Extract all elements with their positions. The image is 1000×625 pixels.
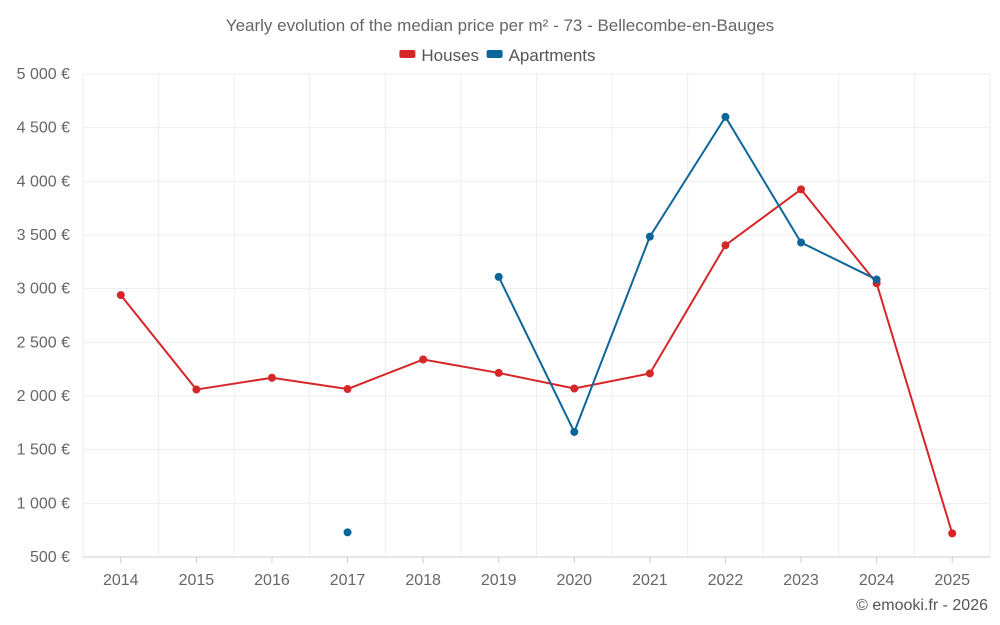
- legend-label: Houses: [421, 46, 479, 65]
- grid: [82, 73, 991, 557]
- series-apartments: [343, 112, 881, 537]
- houses-point-2016[interactable]: [267, 373, 276, 382]
- chart-title: Yearly evolution of the median price per…: [226, 16, 774, 35]
- apartments-point-2021[interactable]: [645, 232, 654, 241]
- credit-text: © emooki.fr - 2026: [856, 597, 988, 614]
- houses-point-2015[interactable]: [192, 385, 201, 394]
- houses-point-2023[interactable]: [797, 185, 806, 194]
- legend-label: Apartments: [509, 46, 596, 65]
- x-tick-label: 2015: [179, 572, 215, 589]
- houses-point-2019[interactable]: [494, 368, 503, 377]
- legend-swatch: [399, 50, 416, 58]
- y-tick-label: 3 500 €: [17, 227, 70, 244]
- apartments-point-2019[interactable]: [494, 272, 503, 281]
- houses-line-segment: [800, 188, 878, 285]
- apartments-line-segment: [497, 275, 576, 433]
- houses-line-segment: [875, 282, 954, 535]
- houses-point-2025[interactable]: [948, 529, 957, 538]
- apartments-point-2024[interactable]: [872, 275, 881, 284]
- y-tick-label: 3 000 €: [17, 281, 70, 298]
- x-tick-label: 2025: [934, 572, 970, 589]
- houses-line-segment: [195, 376, 273, 391]
- x-tick-label: 2016: [254, 572, 290, 589]
- x-tick-label: 2014: [103, 572, 139, 589]
- x-tick-label: 2020: [556, 572, 592, 589]
- legend-item-houses[interactable]: Houses: [399, 46, 479, 65]
- y-tick-label: 1 500 €: [17, 442, 70, 459]
- x-tick-label: 2023: [783, 572, 819, 589]
- series-houses: [116, 185, 957, 538]
- legend-item-apartments[interactable]: Apartments: [486, 46, 596, 65]
- houses-line-segment: [497, 371, 576, 390]
- houses-line-segment: [724, 188, 803, 247]
- apartments-line-segment: [800, 241, 878, 281]
- apartments-point-2017[interactable]: [343, 528, 352, 537]
- axes: 500 € 1 000 € 1 500 € 2 000 € 2 500 € 3 000 €…: [17, 66, 990, 589]
- y-tick-label: 5 000 €: [17, 66, 70, 83]
- apartments-line-segment: [573, 235, 651, 433]
- houses-line-segment: [573, 372, 651, 390]
- y-tick-label: 500 €: [30, 549, 70, 566]
- x-tick-label: 2017: [330, 572, 366, 589]
- apartments-point-2020[interactable]: [570, 427, 579, 436]
- x-tick-label: 2022: [708, 572, 744, 589]
- series-layer: [116, 112, 957, 538]
- houses-line-segment: [422, 358, 500, 374]
- legend-swatch: [486, 50, 503, 58]
- apartments-point-2022[interactable]: [721, 112, 730, 121]
- x-tick-label: 2024: [859, 572, 895, 589]
- houses-point-2022[interactable]: [721, 241, 730, 250]
- houses-point-2017[interactable]: [343, 385, 352, 394]
- houses-point-2021[interactable]: [645, 369, 654, 378]
- houses-point-2018[interactable]: [419, 355, 428, 364]
- x-tick-label: 2021: [632, 572, 668, 589]
- y-tick-label: 4 500 €: [17, 120, 70, 137]
- houses-line-segment: [648, 244, 727, 375]
- apartments-line-segment: [648, 115, 727, 238]
- apartments-point-2023[interactable]: [797, 238, 806, 247]
- x-tick-label: 2018: [405, 572, 441, 589]
- y-tick-label: 4 000 €: [17, 173, 70, 190]
- houses-point-2020[interactable]: [570, 384, 579, 393]
- houses-line-segment: [346, 358, 425, 391]
- apartments-line-segment: [724, 115, 803, 244]
- y-tick-label: 2 000 €: [17, 388, 70, 405]
- x-tick-label: 2019: [481, 572, 517, 589]
- houses-line-segment: [119, 294, 198, 391]
- houses-point-2014[interactable]: [116, 291, 125, 300]
- y-tick-label: 2 500 €: [17, 334, 70, 351]
- legend: Houses Apartments: [399, 46, 596, 65]
- houses-line-segment: [270, 376, 349, 391]
- y-tick-label: 1 000 €: [17, 495, 70, 512]
